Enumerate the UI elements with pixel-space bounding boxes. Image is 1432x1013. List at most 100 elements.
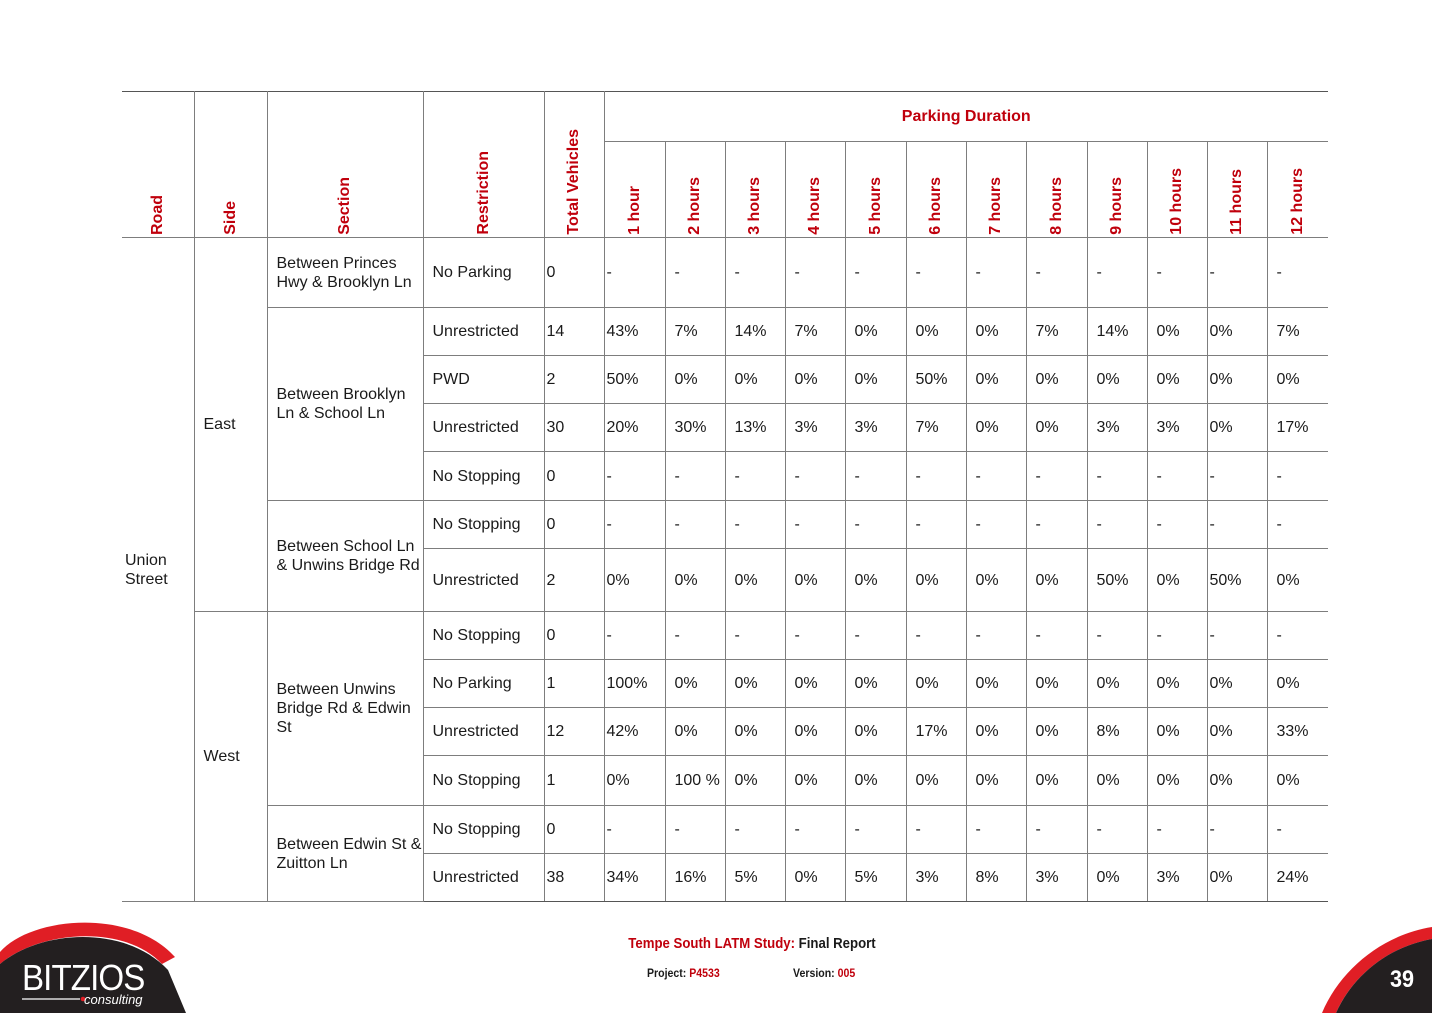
header-hour-12: 12 hours <box>1266 141 1328 238</box>
total-vehicles-cell: 0 <box>543 500 605 549</box>
duration-cell: 7% <box>905 403 967 452</box>
duration-cell: 33% <box>1266 707 1328 756</box>
restriction-cell: No Stopping <box>422 611 545 660</box>
header-hours-row: 1 hour 2 hours 3 hours 4 hours 5 hours 6 hour… <box>122 141 1328 238</box>
restriction-cell: Unrestricted <box>422 307 545 356</box>
duration-cell: 0% <box>1206 707 1268 756</box>
duration-cell: - <box>1266 451 1328 501</box>
duration-cell: 43% <box>603 307 666 356</box>
duration-cell: 34% <box>603 853 666 902</box>
header-hour-1-label: 1 hour <box>625 186 643 235</box>
duration-cell: - <box>1206 611 1268 660</box>
duration-cell: 0% <box>1266 659 1328 708</box>
project-label: Project: <box>647 966 687 980</box>
duration-cell: 0% <box>1146 659 1208 708</box>
duration-cell: 0% <box>965 755 1027 806</box>
road-cell: Union Street <box>122 237 195 902</box>
duration-cell: - <box>1206 805 1268 854</box>
total-vehicles-cell: 12 <box>543 707 605 756</box>
duration-cell: 0% <box>784 853 846 902</box>
duration-cell: - <box>905 500 967 549</box>
section-cell: Between Edwin St & Zuitton Ln <box>266 805 424 902</box>
duration-cell: 0% <box>603 755 666 806</box>
duration-cell: - <box>965 237 1027 308</box>
header-road-label: Road <box>148 195 166 235</box>
side-cell: West <box>193 611 268 902</box>
duration-cell: 0% <box>905 659 967 708</box>
total-vehicles-cell: 1 <box>543 659 605 708</box>
total-vehicles-cell: 30 <box>543 403 605 452</box>
duration-cell: 0% <box>784 707 846 756</box>
header-hour-3: 3 hours <box>724 141 786 238</box>
duration-cell: - <box>1025 500 1088 549</box>
duration-cell: 0% <box>844 755 907 806</box>
duration-cell: - <box>784 451 846 501</box>
duration-cell: 0% <box>905 548 967 612</box>
project-value: P4533 <box>689 966 720 980</box>
duration-cell: 0% <box>1266 548 1328 612</box>
duration-cell: - <box>1266 500 1328 549</box>
header-section: Section <box>266 91 424 238</box>
table-row: Unrestricted 38 34% 16% 5% 0% 5% 3% 8% 3% 0% 3% 0% 24… <box>122 853 1328 902</box>
duration-cell: 7% <box>664 307 726 356</box>
duration-cell: - <box>664 611 726 660</box>
duration-cell: - <box>784 237 846 308</box>
duration-cell: - <box>905 451 967 501</box>
duration-cell: 0% <box>1025 755 1088 806</box>
duration-cell: - <box>965 451 1027 501</box>
footer-study-name: Tempe South LATM Study: <box>628 935 796 952</box>
duration-cell: - <box>1146 805 1208 854</box>
table-row: Unrestricted 2 0% 0% 0% 0% 0% 0% 0% 0% 50% 0% 50% 0% <box>122 548 1328 612</box>
duration-cell: 3% <box>1146 853 1208 902</box>
duration-cell: 3% <box>1086 403 1148 452</box>
total-vehicles-cell: 0 <box>543 805 605 854</box>
duration-cell: 0% <box>1025 659 1088 708</box>
table-row: Unrestricted 30 20% 30% 13% 3% 3% 7% 0% 0% 3% 3% 0% 1… <box>122 403 1328 452</box>
duration-cell: 24% <box>1266 853 1328 902</box>
duration-cell: 0% <box>784 355 846 404</box>
header-hour-12-label: 12 hours <box>1288 168 1306 235</box>
duration-cell: - <box>603 500 666 549</box>
header-section-label: Section <box>336 177 353 235</box>
duration-cell: 3% <box>1146 403 1208 452</box>
duration-cell: - <box>1025 451 1088 501</box>
duration-cell: 0% <box>1086 853 1148 902</box>
duration-cell: 30% <box>664 403 726 452</box>
version-value: 005 <box>837 966 856 980</box>
duration-cell: 0% <box>1146 355 1208 404</box>
duration-cell: - <box>1025 805 1088 854</box>
duration-cell: - <box>664 805 726 854</box>
duration-cell: 0% <box>664 548 726 612</box>
header-hour-9: 9 hours <box>1086 141 1148 238</box>
duration-cell: 3% <box>844 403 907 452</box>
header-hour-4: 4 hours <box>784 141 846 238</box>
duration-cell: - <box>1266 611 1328 660</box>
duration-cell: 0% <box>1146 307 1208 356</box>
duration-cell: 0% <box>844 355 907 404</box>
duration-cell: - <box>603 237 666 308</box>
duration-cell: 0% <box>1025 355 1088 404</box>
header-hour-11: 11 hours <box>1206 141 1268 238</box>
duration-cell: 0% <box>1206 307 1268 356</box>
duration-cell: - <box>603 805 666 854</box>
duration-cell: - <box>724 611 786 660</box>
duration-cell: 0% <box>1025 548 1088 612</box>
table-row: Between School Ln & Unwins Bridge Rd No S… <box>122 500 1328 612</box>
duration-cell: 0% <box>1206 853 1268 902</box>
duration-cell: 0% <box>1146 755 1208 806</box>
restriction-cell: No Stopping <box>422 755 545 806</box>
duration-cell: 0% <box>965 403 1027 452</box>
duration-cell: - <box>784 805 846 854</box>
duration-cell: - <box>965 500 1027 549</box>
duration-cell: 17% <box>905 707 967 756</box>
duration-cell: - <box>965 805 1027 854</box>
duration-cell: - <box>905 611 967 660</box>
duration-cell: - <box>1086 611 1148 660</box>
header-hour-10: 10 hours <box>1146 141 1208 238</box>
duration-cell: - <box>1025 237 1088 308</box>
duration-cell: - <box>724 500 786 549</box>
duration-cell: - <box>1086 451 1148 501</box>
duration-cell: 13% <box>724 403 786 452</box>
header-hour-2: 2 hours <box>664 141 726 238</box>
header-side: Side <box>193 91 268 238</box>
